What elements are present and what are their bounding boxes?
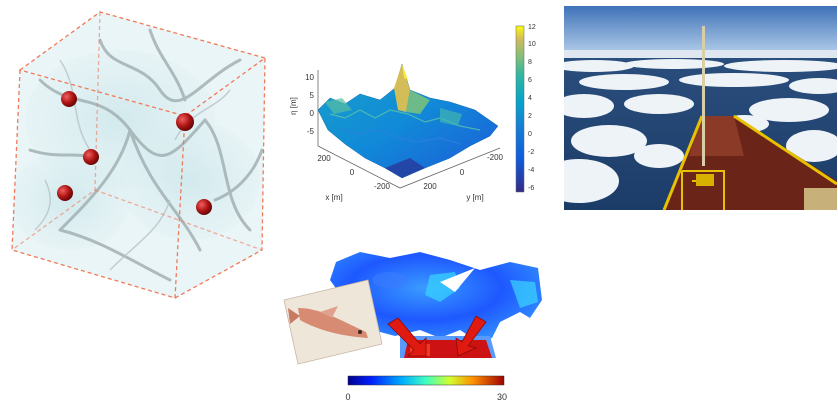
flow-colorbar-max: 30 xyxy=(497,392,507,402)
sea-ice-photo xyxy=(564,6,837,210)
x-tick: 0 xyxy=(350,168,355,177)
particle xyxy=(57,185,73,201)
y-tick: 0 xyxy=(460,168,465,177)
network-volume-figure xyxy=(0,0,280,300)
surface-plot-graphic: 10 5 0 -5 η [m] 200 0 -200 x [m] -200 0 … xyxy=(289,24,536,202)
surface-plot-figure: 10 5 0 -5 η [m] 200 0 -200 x [m] -200 0 … xyxy=(289,18,550,218)
network-volume-graphic xyxy=(10,11,267,299)
colorbar-tick: 2 xyxy=(528,113,532,120)
flow-map-graphic: 0 30 xyxy=(283,252,542,402)
flow-arrows xyxy=(387,315,487,357)
colorbar-tick: -4 xyxy=(528,167,534,174)
ice-floes xyxy=(564,50,837,203)
fish-inset xyxy=(283,279,383,365)
z-tick: 0 xyxy=(310,109,315,118)
z-tick: -5 xyxy=(307,127,315,136)
colorbar-tick: -2 xyxy=(528,149,534,156)
x-tick: -200 xyxy=(374,182,391,191)
y-axis-label: y [m] xyxy=(466,193,483,202)
colorbar xyxy=(515,25,525,193)
flow-colorbar-min: 0 xyxy=(345,392,350,402)
particle xyxy=(61,91,77,107)
colorbar-tick: -6 xyxy=(528,185,534,192)
x-tick: 200 xyxy=(317,154,331,163)
colorbar-tick: 12 xyxy=(528,24,536,31)
x-axis-label: x [m] xyxy=(325,193,342,202)
particle xyxy=(196,199,212,215)
z-tick: 10 xyxy=(305,73,314,82)
axes-frame xyxy=(317,70,501,189)
colorbar-tick: 0 xyxy=(528,131,532,138)
colorbar-tick: 10 xyxy=(528,41,536,48)
colorbar-tick: 4 xyxy=(528,95,532,102)
z-tick: 5 xyxy=(310,91,315,100)
y-tick: -200 xyxy=(487,153,504,162)
particle xyxy=(83,149,99,165)
y-tick: 200 xyxy=(423,182,437,191)
island-shape xyxy=(440,268,475,292)
surface xyxy=(317,63,499,179)
flow-map-figure: 0 30 xyxy=(280,240,550,406)
sky xyxy=(564,6,837,50)
z-axis-label: η [m] xyxy=(290,97,298,115)
flow-colorbar xyxy=(347,375,505,386)
red-particles xyxy=(57,91,212,215)
bounding-box xyxy=(11,11,267,299)
colorbar-tick: 6 xyxy=(528,77,532,84)
particle xyxy=(176,113,194,131)
colorbar-tick: 8 xyxy=(528,59,532,66)
mast xyxy=(702,26,705,166)
sea-ice-photo-graphic xyxy=(564,6,837,210)
